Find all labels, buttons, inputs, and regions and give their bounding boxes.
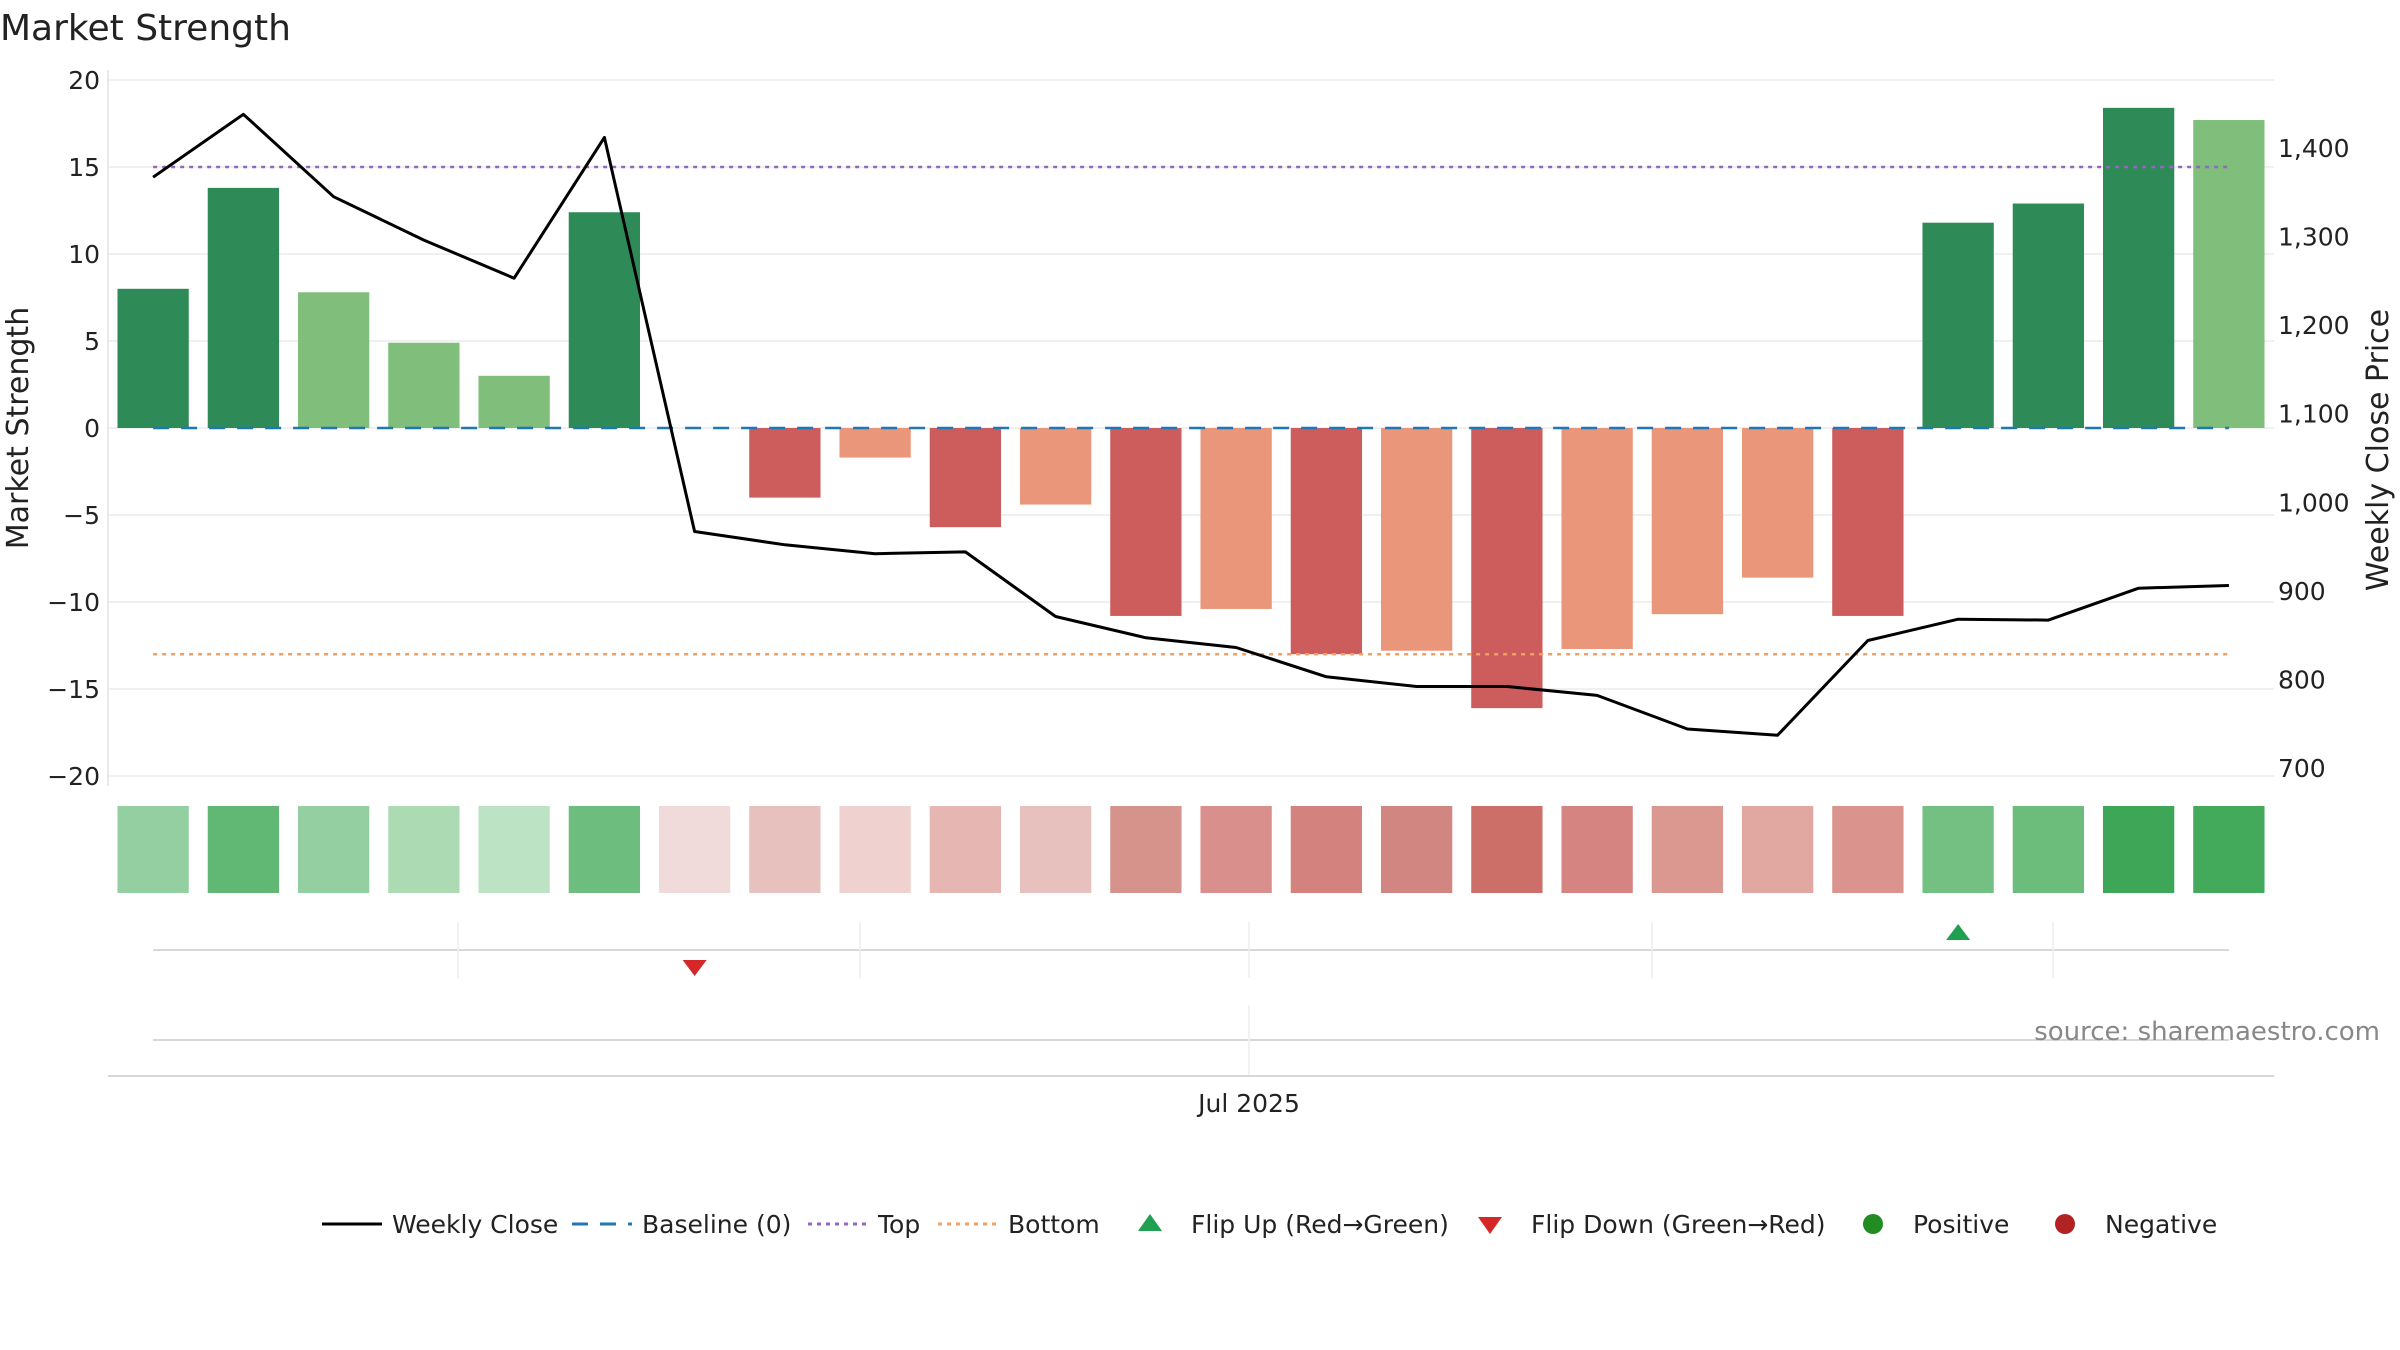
y2-axis-title: Weekly Close Price — [2361, 309, 2396, 591]
chart-title: Market Strength — [0, 8, 291, 49]
legend-swatch-flip-up — [1138, 1214, 1162, 1231]
y-tick-label: 0 — [84, 414, 100, 443]
bar — [2193, 120, 2265, 429]
heat-cell — [2012, 806, 2085, 893]
legend-label: Negative — [2105, 1210, 2217, 1239]
heat-cell — [749, 806, 821, 893]
bar — [929, 428, 1002, 528]
y2-tick-label: 800 — [2278, 665, 2326, 694]
y-tick-label: −20 — [47, 762, 100, 791]
bar — [117, 288, 189, 428]
y-tick-label: 15 — [68, 153, 100, 182]
source-label: source: sharemaestro.com — [2034, 1017, 2380, 1047]
heat-cell — [1110, 806, 1182, 893]
legend-label: Bottom — [1008, 1210, 1100, 1239]
y2-tick-label: 1,000 — [2278, 488, 2350, 517]
bar — [1019, 428, 1092, 505]
heat-cell — [839, 806, 911, 893]
y2-tick-label: 1,200 — [2278, 311, 2350, 340]
flip-down-marker — [682, 960, 707, 976]
bar — [568, 212, 641, 428]
y2-tick-label: 700 — [2278, 754, 2326, 783]
heat-cell — [568, 806, 641, 893]
heat-cell — [1922, 806, 1994, 893]
y-tick-label: −15 — [47, 675, 100, 704]
bar — [749, 428, 821, 498]
legend-label: Flip Down (Green→Red) — [1531, 1210, 1826, 1239]
heat-cell — [1471, 806, 1543, 893]
bar — [1290, 428, 1363, 655]
heat-cell — [207, 806, 280, 893]
heat-cell — [1561, 806, 1633, 893]
legend-label: Weekly Close — [392, 1210, 558, 1239]
y-tick-label: −10 — [47, 588, 100, 617]
y2-tick-label: 1,400 — [2278, 134, 2350, 163]
bar — [2102, 107, 2175, 428]
heat-cell — [1200, 806, 1272, 893]
legend-label: Positive — [1913, 1210, 2009, 1239]
heat-cell — [2193, 806, 2265, 893]
legend-label: Top — [877, 1210, 920, 1239]
bar — [1110, 428, 1182, 616]
y2-tick-label: 1,100 — [2278, 400, 2350, 429]
legend-label: Baseline (0) — [642, 1210, 791, 1239]
heat-cell — [1290, 806, 1363, 893]
bar — [1380, 428, 1453, 651]
legend-swatch-circle — [1863, 1214, 1883, 1234]
flip-up-marker — [1946, 924, 1971, 940]
bar — [1832, 428, 1904, 616]
y-tick-label: 20 — [68, 66, 100, 95]
legend-swatch-circle — [2055, 1214, 2075, 1234]
y2-tick-label: 900 — [2278, 577, 2326, 606]
heat-cell — [1832, 806, 1904, 893]
bar — [2012, 203, 2085, 428]
y-axis-title: Market Strength — [1, 307, 36, 549]
bar — [1651, 428, 1724, 615]
y-tick-label: −5 — [63, 501, 100, 530]
heat-cell — [117, 806, 189, 893]
heat-cell — [1741, 806, 1814, 893]
bar — [388, 342, 460, 428]
heat-cell — [478, 806, 550, 893]
heat-cell — [929, 806, 1002, 893]
heat-cell — [388, 806, 460, 893]
heat-cell — [297, 806, 370, 893]
heat-cell — [2102, 806, 2175, 893]
y-tick-label: 10 — [68, 240, 100, 269]
weekly-close-line — [152, 112, 2229, 737]
heat-cell — [1651, 806, 1724, 893]
legend-swatch-flip-down — [1478, 1217, 1502, 1234]
heat-cell — [658, 806, 731, 893]
bar — [1561, 428, 1633, 649]
heat-cell — [1380, 806, 1453, 893]
bar — [1471, 428, 1543, 709]
heat-cell — [1019, 806, 1092, 893]
legend-label: Flip Up (Red→Green) — [1191, 1210, 1449, 1239]
y2-tick-label: 1,300 — [2278, 223, 2350, 252]
bar — [1922, 222, 1994, 428]
bar — [1200, 428, 1272, 609]
bar — [1741, 428, 1814, 578]
bar — [207, 187, 280, 428]
bar — [839, 428, 911, 458]
bar — [297, 292, 370, 428]
y-tick-label: 5 — [84, 327, 100, 356]
x-tick-label: Jul 2025 — [1196, 1089, 1300, 1118]
bar — [478, 375, 550, 428]
